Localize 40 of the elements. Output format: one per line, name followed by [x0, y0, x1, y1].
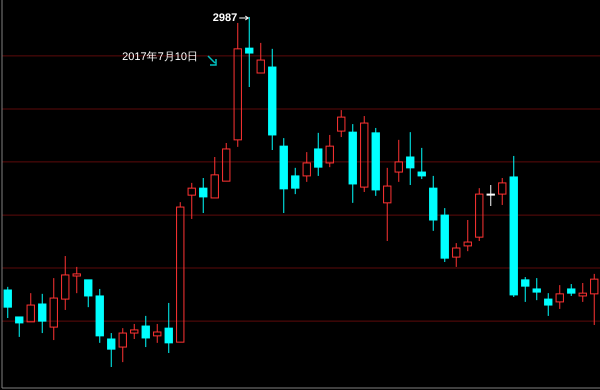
candlestick — [556, 284, 564, 310]
candlestick — [394, 139, 403, 182]
candlestick — [567, 284, 576, 296]
candlestick — [164, 302, 173, 354]
candlestick — [532, 278, 541, 301]
candlestick — [429, 175, 438, 232]
candlestick — [61, 256, 70, 310]
candlestick — [452, 242, 460, 268]
candlestick — [50, 278, 58, 341]
candlestick — [142, 315, 150, 348]
candlestick — [245, 16, 254, 88]
candlestick — [348, 124, 357, 204]
candlestick — [440, 208, 449, 262]
candlestick — [337, 110, 346, 138]
candlestick — [130, 323, 138, 340]
candlestick — [234, 22, 242, 148]
annotation: 2987 — [212, 12, 238, 24]
candlestick — [406, 132, 414, 186]
candlestick — [498, 178, 506, 206]
candlestick — [268, 48, 276, 150]
candlestick — [521, 276, 530, 302]
candlestick — [38, 293, 46, 334]
candlestick — [360, 116, 368, 192]
candlestick — [72, 266, 81, 294]
candlestick — [383, 167, 392, 242]
candlestick — [302, 152, 311, 182]
candlestick — [153, 323, 162, 344]
candlestick — [372, 127, 380, 196]
candlestick — [291, 167, 300, 195]
annotation: 2017年7月10日 — [122, 51, 198, 63]
candlestick — [314, 132, 322, 176]
candlestick — [118, 328, 127, 363]
candlestick — [107, 332, 116, 368]
candlestick — [199, 178, 208, 214]
candlestick — [486, 184, 495, 206]
candlestick — [578, 282, 587, 302]
candlestick — [280, 138, 288, 214]
candlestick — [96, 288, 104, 344]
candlestick — [475, 188, 484, 242]
candlestick — [544, 292, 552, 316]
